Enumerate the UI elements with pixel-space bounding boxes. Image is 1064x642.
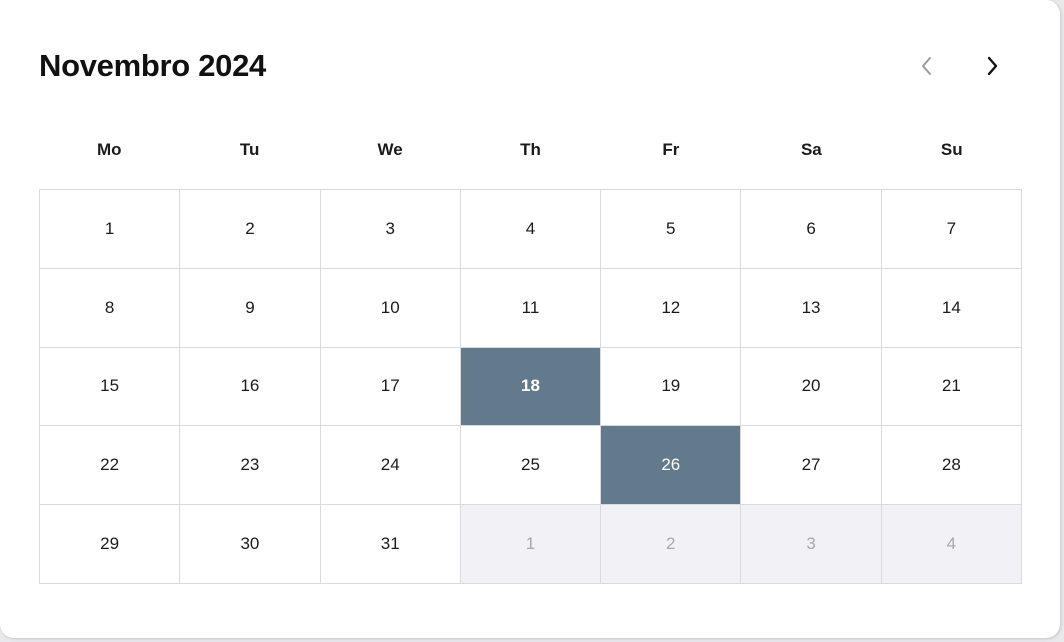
weekday-label: Tu bbox=[239, 140, 260, 159]
day-cell[interactable]: 13 bbox=[741, 268, 882, 348]
day-cell[interactable]: 4 bbox=[460, 190, 602, 269]
day-cell[interactable]: 17 bbox=[320, 347, 461, 427]
weekday-label: Th bbox=[520, 140, 541, 159]
day-cell-other-month[interactable]: 2 bbox=[601, 505, 742, 584]
day-cell[interactable]: 10 bbox=[320, 268, 461, 348]
day-cell[interactable]: 3 bbox=[320, 190, 461, 269]
day-cell[interactable]: 24 bbox=[320, 426, 461, 506]
day-grid: 1 2 3 4 5 6 7 8 9 10 11 12 13 14 15 16 17 18 19 20 21 22 23 24 2… bbox=[39, 189, 1022, 584]
day-cell-other-month[interactable]: 3 bbox=[741, 505, 882, 584]
day-cell[interactable]: 6 bbox=[741, 190, 882, 269]
day-cell-highlighted[interactable]: 26 bbox=[601, 426, 742, 506]
day-cell[interactable]: 30 bbox=[180, 505, 321, 584]
weekday-label: Su bbox=[940, 140, 963, 159]
day-cell[interactable]: 21 bbox=[881, 347, 1022, 427]
day-cell[interactable]: 16 bbox=[180, 347, 321, 427]
weekday-label: Fr bbox=[662, 140, 680, 159]
next-month-button[interactable] bbox=[973, 46, 1013, 86]
weekday-header-row: Mo Tu We Th Fr Sa Su bbox=[39, 132, 1022, 168]
day-cell[interactable]: 14 bbox=[881, 268, 1022, 348]
day-cell[interactable]: 1 bbox=[40, 190, 181, 269]
day-cell[interactable]: 22 bbox=[40, 426, 181, 506]
day-cell[interactable]: 31 bbox=[320, 505, 461, 584]
weekday-label: Mo bbox=[96, 140, 122, 159]
day-cell[interactable]: 25 bbox=[460, 426, 602, 506]
day-cell[interactable]: 27 bbox=[741, 426, 882, 506]
prev-month-button[interactable] bbox=[906, 46, 946, 86]
day-cell[interactable]: 5 bbox=[601, 190, 742, 269]
calendar-title: Novembro 2024 bbox=[39, 48, 266, 83]
day-cell-selected[interactable]: 18 bbox=[460, 347, 602, 427]
chevron-right-icon bbox=[987, 56, 998, 76]
day-cell[interactable]: 2 bbox=[180, 190, 321, 269]
day-cell[interactable]: 11 bbox=[460, 268, 602, 348]
day-cell[interactable]: 20 bbox=[741, 347, 882, 427]
chevron-left-icon bbox=[922, 57, 931, 75]
day-cell[interactable]: 23 bbox=[180, 426, 321, 506]
day-cell[interactable]: 9 bbox=[180, 268, 321, 348]
weekday-label: We bbox=[377, 140, 403, 159]
day-cell[interactable]: 7 bbox=[881, 190, 1022, 269]
day-cell[interactable]: 29 bbox=[40, 505, 181, 584]
day-cell[interactable]: 8 bbox=[40, 268, 181, 348]
day-cell-other-month[interactable]: 1 bbox=[460, 505, 602, 584]
day-cell[interactable]: 12 bbox=[601, 268, 742, 348]
day-cell-other-month[interactable]: 4 bbox=[881, 505, 1022, 584]
weekday-label: Sa bbox=[800, 140, 822, 159]
day-cell[interactable]: 28 bbox=[881, 426, 1022, 506]
day-cell[interactable]: 15 bbox=[40, 347, 181, 427]
day-cell[interactable]: 19 bbox=[601, 347, 742, 427]
